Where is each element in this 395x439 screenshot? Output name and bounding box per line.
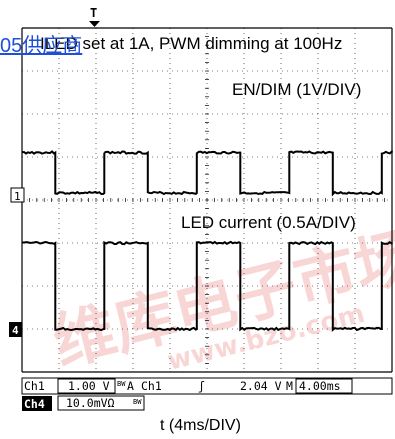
- trigger-marker: T: [89, 6, 100, 27]
- status-m: M: [286, 379, 293, 393]
- ground-marker-ch4: 4: [9, 322, 22, 337]
- series-label-led-current: LED current (0.5A/DIV): [181, 213, 356, 232]
- x-axis-label: t (4ms/DIV): [160, 417, 241, 434]
- traces: [21, 149, 393, 332]
- status-trig-level: 2.04 V: [240, 379, 282, 393]
- overlay-link[interactable]: 05供应商: [0, 34, 82, 57]
- svg-text:4: 4: [12, 324, 19, 337]
- status-bw-4: BW: [133, 398, 142, 406]
- status-bar: Ch1 1.00 V BW A Ch1 ʃ 2.04 V M 4.00ms Ch…: [21, 377, 393, 411]
- status-timebase-box: [295, 378, 353, 394]
- status-ch1-scale: 1.00 V: [68, 379, 110, 393]
- chart-title: ILED set at 1A, PWM dimming at 100Hz: [40, 34, 342, 53]
- status-bw-a: A: [127, 379, 134, 393]
- status-trig-slope: ʃ: [198, 379, 205, 393]
- status-trig-src: Ch1: [141, 379, 162, 393]
- series-label-en-dim: EN/DIM (1V/DIV): [232, 80, 361, 99]
- trace-led-current: [21, 240, 393, 332]
- trace-en-dim: [21, 149, 393, 197]
- svg-text:1: 1: [14, 190, 21, 203]
- status-ch4-badge: [22, 396, 52, 411]
- svg-text:T: T: [90, 6, 97, 20]
- ground-marker-ch1: 1: [10, 187, 25, 203]
- status-ch1-scale-box: [57, 378, 116, 394]
- status-ch4-label: Ch4: [24, 397, 45, 411]
- status-ch4-scale-box: [57, 395, 145, 411]
- status-timebase: 4.00ms: [299, 379, 341, 393]
- status-bw-1: BW: [117, 380, 126, 388]
- status-ch4-scale: 10.0mVΩ: [66, 396, 115, 410]
- status-ch1-label: Ch1: [24, 379, 45, 393]
